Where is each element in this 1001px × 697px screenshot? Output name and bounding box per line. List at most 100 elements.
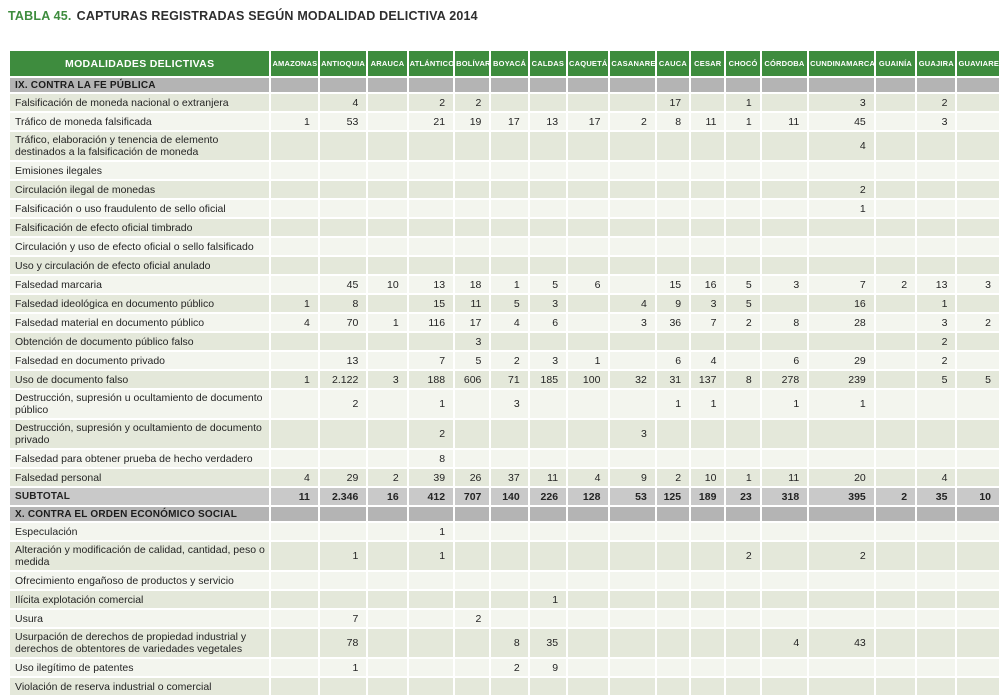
value-cell [491, 572, 528, 589]
value-cell [408, 162, 454, 179]
value-cell [875, 94, 916, 111]
value-cell [271, 162, 318, 179]
value-cell [917, 678, 956, 695]
value-cell: 1 [917, 295, 956, 312]
value-cell [529, 390, 567, 418]
value-cell [656, 542, 690, 570]
value-cell [271, 572, 318, 589]
value-cell [957, 333, 999, 350]
value-cell: 16 [368, 488, 407, 505]
value-cell [656, 181, 690, 198]
value-cell: 1 [761, 390, 808, 418]
value-cell: 28 [809, 314, 874, 331]
value-cell: 140 [491, 488, 528, 505]
value-cell: 128 [568, 488, 609, 505]
value-cell: 1 [319, 542, 367, 570]
row-label: Uso de documento falso [10, 371, 270, 388]
value-cell [761, 572, 808, 589]
value-cell [368, 132, 407, 160]
row-label: Destrucción, supresión y ocultamiento de… [10, 420, 270, 448]
value-cell: 18 [455, 276, 490, 293]
value-cell [319, 200, 367, 217]
value-cell: 4 [491, 314, 528, 331]
value-cell [368, 420, 407, 448]
value-cell: 3 [917, 314, 956, 331]
value-cell: 7 [408, 352, 454, 369]
value-cell [271, 542, 318, 570]
value-cell [610, 572, 655, 589]
value-cell [271, 181, 318, 198]
value-cell: 5 [726, 276, 760, 293]
table-row: Alteración y modificación de calidad, ca… [10, 542, 999, 570]
value-cell: 8 [761, 314, 808, 331]
value-cell [455, 678, 490, 695]
value-cell [656, 257, 690, 274]
value-cell: 5 [957, 371, 999, 388]
value-cell [368, 542, 407, 570]
value-cell [875, 420, 916, 448]
value-cell [271, 219, 318, 236]
value-cell [957, 523, 999, 540]
value-cell [761, 659, 808, 676]
subtotal-row: SUBTOTAL 11 2.346 16 412 707 140 226 128 53 125 189… [10, 488, 999, 505]
value-cell: 7 [319, 610, 367, 627]
value-cell [455, 132, 490, 160]
value-cell [529, 610, 567, 627]
value-cell: 189 [691, 488, 725, 505]
value-cell [368, 678, 407, 695]
value-cell: 1 [408, 390, 454, 418]
table-row: Circulación y uso de efecto oficial o se… [10, 238, 999, 255]
value-cell [917, 132, 956, 160]
table-body: IX. CONTRA LA FE PÚBLICA Falsificación de… [10, 78, 999, 695]
value-cell: 9 [529, 659, 567, 676]
value-cell: 3 [610, 420, 655, 448]
column-header-11: CESAR [691, 51, 725, 76]
value-cell [271, 333, 318, 350]
value-cell: 29 [319, 469, 367, 486]
value-cell [875, 523, 916, 540]
value-cell [957, 542, 999, 570]
value-cell: 100 [568, 371, 609, 388]
value-cell [691, 610, 725, 627]
value-cell [656, 610, 690, 627]
value-cell [368, 523, 407, 540]
value-cell [610, 390, 655, 418]
value-cell: 2 [917, 94, 956, 111]
value-cell [568, 181, 609, 198]
value-cell [319, 523, 367, 540]
value-cell [957, 469, 999, 486]
value-cell [368, 659, 407, 676]
value-cell: 3 [691, 295, 725, 312]
value-cell [917, 390, 956, 418]
value-cell [319, 238, 367, 255]
value-cell [491, 542, 528, 570]
value-cell [408, 610, 454, 627]
value-cell: 5 [455, 352, 490, 369]
value-cell [656, 132, 690, 160]
row-label: Especulación [10, 523, 270, 540]
row-label: Falsedad para obtener prueba de hecho ve… [10, 450, 270, 467]
value-cell [957, 572, 999, 589]
value-cell [271, 200, 318, 217]
value-cell [408, 659, 454, 676]
value-cell [761, 132, 808, 160]
section-empty-cell [917, 507, 956, 521]
value-cell [529, 200, 567, 217]
value-cell: 2 [455, 610, 490, 627]
value-cell [610, 219, 655, 236]
column-header-6: BOYACÁ [491, 51, 528, 76]
value-cell [957, 113, 999, 130]
value-cell [656, 219, 690, 236]
value-cell: 3 [368, 371, 407, 388]
value-cell [875, 314, 916, 331]
value-cell [271, 238, 318, 255]
value-cell [568, 295, 609, 312]
value-cell [809, 659, 874, 676]
value-cell [529, 420, 567, 448]
value-cell [529, 542, 567, 570]
row-label: Usura [10, 610, 270, 627]
value-cell [568, 94, 609, 111]
value-cell: 39 [408, 469, 454, 486]
column-header-10: CAUCA [656, 51, 690, 76]
value-cell [917, 542, 956, 570]
